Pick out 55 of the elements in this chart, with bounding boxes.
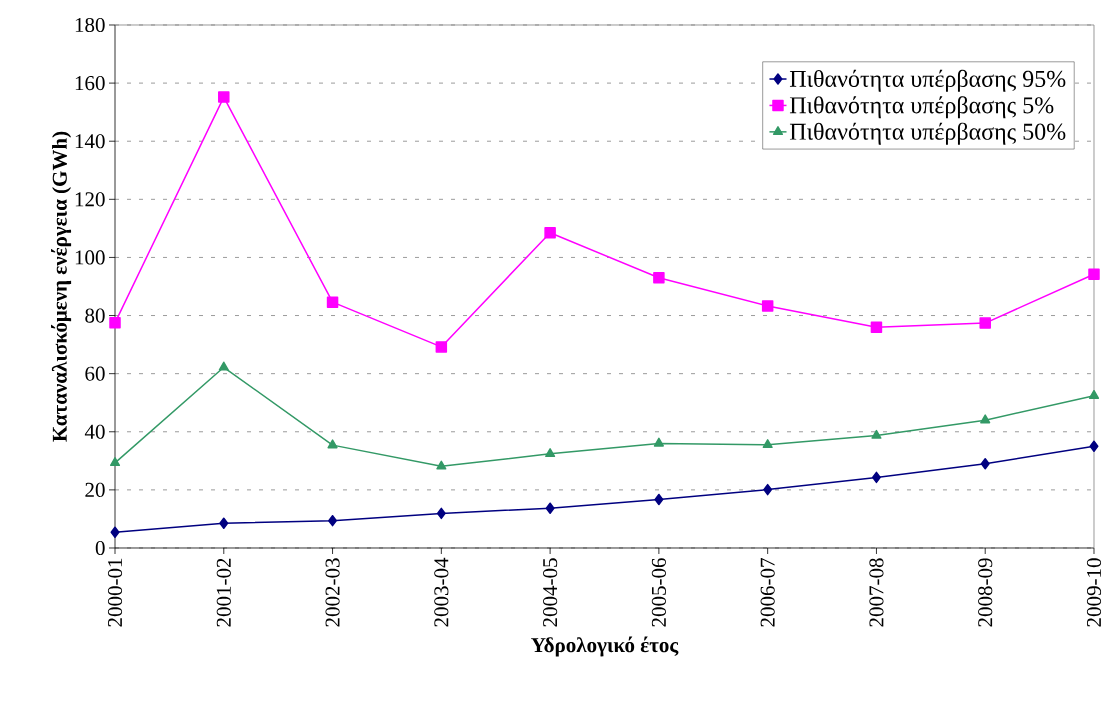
point (436, 460, 447, 470)
point (327, 439, 338, 449)
point (109, 457, 121, 467)
point (870, 321, 883, 333)
x-tick-label: 2009-10 (1086, 558, 1102, 627)
point (1089, 440, 1099, 453)
legend-label: Πιθανότητα υπέρβασης 50% (789, 122, 1066, 145)
x-tick-label: 2007-08 (869, 558, 884, 627)
y-axis-title: Καταναλισκόμενη ενέργεια (GWh) (51, 131, 72, 442)
point (1088, 268, 1100, 281)
point (218, 361, 229, 371)
point (436, 507, 446, 520)
point (763, 483, 773, 496)
point (1088, 389, 1100, 399)
point (326, 296, 339, 308)
x-tick-label: 2002-03 (325, 558, 340, 627)
x-tick-label: 2001-02 (216, 558, 231, 627)
point (980, 414, 991, 424)
legend-label: Πιθανότητα υπέρβασης 5% (789, 96, 1054, 119)
y-tick-label: 60 (85, 366, 105, 381)
y-tick-label: 100 (75, 250, 105, 265)
point (979, 317, 991, 329)
y-tick-label: 40 (84, 424, 105, 439)
x-tick-label: 2000-01 (107, 558, 123, 627)
point (218, 91, 230, 103)
x-tick-label: 2006-07 (760, 558, 775, 627)
y-tick-label: 120 (75, 192, 105, 207)
point (544, 226, 556, 239)
point (761, 300, 774, 312)
y-tick-label: 140 (75, 134, 105, 149)
point (871, 429, 882, 439)
point (545, 448, 556, 458)
y-tick-label: 80 (85, 308, 105, 323)
point (762, 439, 773, 449)
y-tick-label: 180 (75, 17, 105, 33)
point (871, 471, 881, 484)
point (980, 457, 990, 470)
legend-label: Πιθανότητα υπέρβασης 95% (789, 69, 1066, 92)
point (109, 317, 121, 329)
x-tick-label: 2004-05 (543, 558, 558, 627)
x-tick-label: 2003-04 (434, 557, 449, 627)
point (435, 341, 448, 353)
point (328, 514, 338, 527)
point (654, 493, 664, 506)
x-tick-label: 2008-09 (978, 558, 993, 627)
point (545, 502, 555, 514)
y-tick-label: 160 (75, 76, 105, 91)
point (110, 526, 120, 539)
x-axis-title: Υδρολογικό έτος (531, 636, 679, 657)
x-tick-label: 2005-06 (651, 558, 666, 627)
y-tick-label: 0 (95, 540, 105, 556)
y-tick-label: 20 (85, 482, 105, 497)
point (653, 272, 665, 284)
point (219, 517, 229, 530)
point (653, 437, 664, 447)
